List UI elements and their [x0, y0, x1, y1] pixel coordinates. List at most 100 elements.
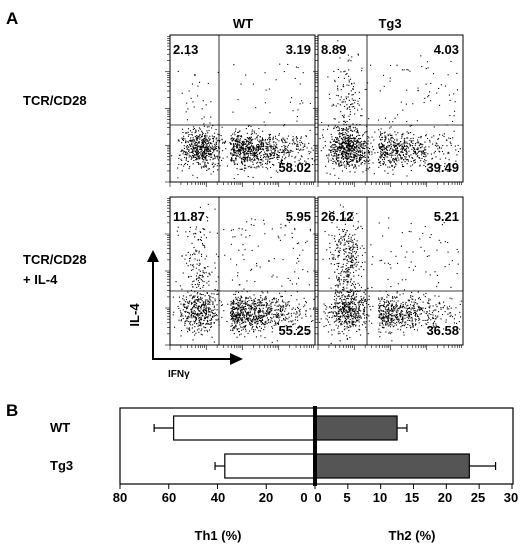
scatter-point — [235, 291, 237, 293]
scatter-point — [193, 128, 195, 130]
scatter-point — [335, 149, 337, 151]
scatter-point — [232, 317, 234, 319]
scatter-point — [205, 153, 207, 155]
scatter-point — [202, 276, 204, 278]
scatter-point — [345, 138, 347, 140]
scatter-point — [387, 135, 389, 137]
scatter-point — [258, 166, 260, 168]
scatter-point — [336, 160, 338, 162]
scatter-point — [231, 140, 233, 142]
scatter-point — [261, 163, 263, 165]
scatter-point — [277, 314, 279, 316]
scatter-point — [199, 128, 201, 130]
scatter-point — [230, 143, 232, 145]
scatter-point — [198, 156, 200, 158]
scatter-point — [194, 302, 196, 304]
scatter-point — [393, 322, 395, 324]
scatter-point — [255, 325, 257, 327]
scatter-point — [189, 329, 191, 331]
scatter-point — [302, 269, 304, 271]
scatter-point — [280, 306, 282, 308]
scatter-point — [355, 313, 357, 315]
scatter-point — [382, 319, 384, 321]
scatter-point — [265, 153, 267, 155]
scatter-point — [195, 150, 197, 152]
scatter-point — [417, 139, 419, 141]
scatter-point — [343, 148, 345, 150]
scatter-point — [299, 309, 301, 311]
scatter-point — [348, 142, 350, 144]
scatter-point — [205, 272, 207, 274]
scatter-point — [459, 148, 461, 150]
scatter-point — [259, 136, 261, 138]
scatter-point — [249, 139, 251, 141]
scatter-point — [412, 103, 414, 105]
scatter-point — [353, 167, 355, 169]
scatter-point — [359, 157, 361, 159]
scatter-point — [275, 316, 277, 318]
scatter-point — [272, 139, 274, 141]
scatter-point — [187, 317, 189, 319]
scatter-point — [205, 159, 207, 161]
scatter-point — [403, 314, 405, 316]
scatter-point — [392, 169, 394, 171]
scatter-point — [209, 150, 211, 152]
scatter-point — [208, 153, 210, 155]
scatter-point — [244, 156, 246, 158]
scatter-point — [253, 224, 255, 226]
scatter-point — [381, 139, 383, 141]
scatter-point — [285, 318, 287, 320]
scatter-point — [217, 139, 219, 141]
scatter-point — [196, 143, 198, 145]
scatter-point — [243, 159, 245, 161]
scatter-point — [200, 318, 202, 320]
scatter-point — [264, 321, 266, 323]
scatter-point — [345, 150, 347, 152]
scatter-point — [356, 312, 358, 314]
scatter-point — [357, 145, 359, 147]
scatter-point — [238, 149, 240, 151]
scatter-point — [341, 101, 343, 103]
quadrant-upper-left-value: 11.87 — [173, 209, 205, 224]
scatter-point — [207, 148, 209, 150]
scatter-point — [239, 138, 241, 140]
scatter-point — [221, 159, 223, 161]
scatter-point — [286, 304, 288, 306]
scatter-point — [249, 315, 251, 317]
scatter-point — [348, 295, 350, 297]
scatter-point — [214, 155, 216, 157]
scatter-point — [281, 314, 283, 316]
scatter-point — [418, 297, 420, 299]
scatter-point — [251, 140, 253, 142]
scatter-point — [401, 137, 403, 139]
scatter-point — [360, 157, 362, 159]
scatter-point — [264, 140, 266, 142]
scatter-point — [294, 161, 296, 163]
scatter-point — [192, 313, 194, 315]
scatter-point — [369, 167, 371, 169]
scatter-point — [252, 313, 254, 315]
scatter-point — [190, 294, 192, 296]
scatter-point — [384, 262, 386, 264]
scatter-point — [186, 141, 188, 143]
scatter-point — [177, 226, 179, 228]
scatter-point — [357, 227, 359, 229]
scatter-point — [289, 149, 291, 151]
scatter-point — [278, 140, 280, 142]
scatter-point — [277, 151, 279, 153]
scatter-point — [185, 311, 187, 313]
scatter-point — [338, 331, 340, 333]
scatter-point — [212, 146, 214, 148]
scatter-point — [278, 319, 280, 321]
scatter-point — [252, 150, 254, 152]
scatter-point — [362, 304, 364, 306]
scatter-point — [324, 312, 326, 314]
scatter-point — [268, 319, 270, 321]
scatter-point — [257, 299, 259, 301]
scatter-point — [432, 143, 434, 145]
scatter-point — [334, 302, 336, 304]
scatter-point — [243, 259, 245, 261]
scatter-point — [434, 320, 436, 322]
scatter-point — [212, 137, 214, 139]
scatter-point — [235, 143, 237, 145]
